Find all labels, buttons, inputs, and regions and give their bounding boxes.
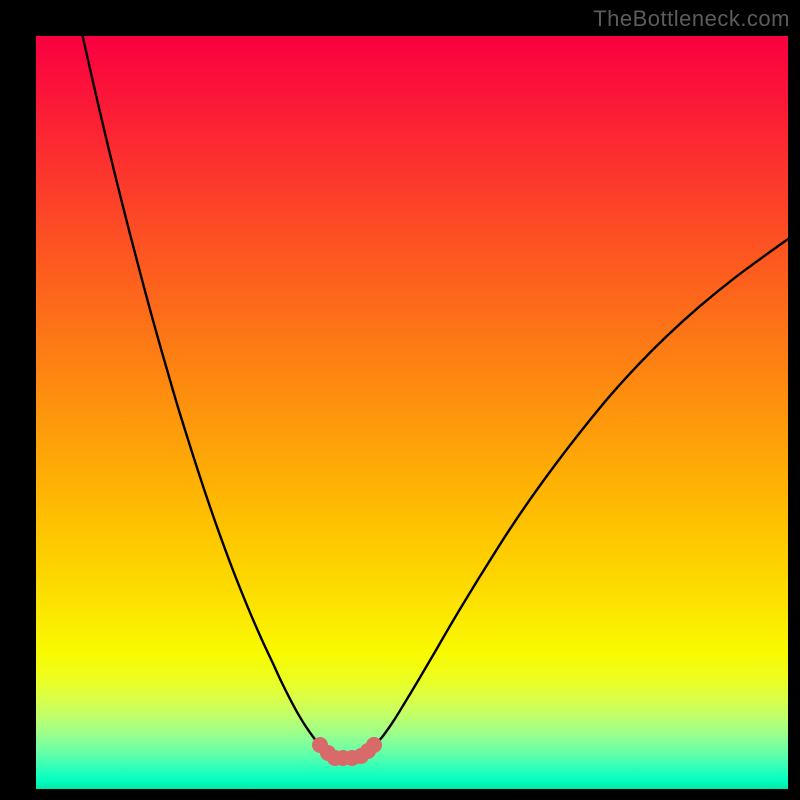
watermark-text: TheBottleneck.com — [593, 6, 790, 32]
chart-container: TheBottleneck.com — [0, 0, 800, 800]
marker-layer — [36, 36, 788, 788]
plot-area — [36, 36, 788, 788]
data-marker — [366, 737, 382, 753]
